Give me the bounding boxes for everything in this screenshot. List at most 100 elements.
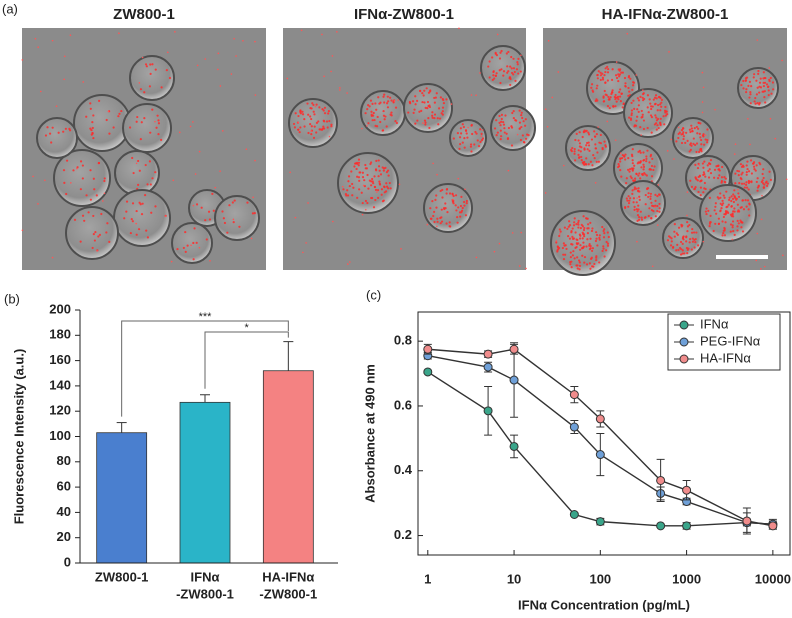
signal [627,75,631,78]
signal [606,120,609,123]
signal [599,78,602,81]
signal [722,194,725,197]
signal [762,182,765,185]
signal [743,182,746,185]
signal [607,67,610,71]
signal [698,132,701,136]
signal [697,127,700,130]
signal [144,163,147,167]
signal [647,192,650,195]
signal [432,214,435,218]
signal [387,100,390,103]
signal [745,91,748,94]
signal [431,114,434,117]
signal [748,202,751,205]
signal [294,112,297,115]
signal [440,220,444,223]
signal [79,188,82,191]
signal [65,192,68,196]
signal [656,204,659,208]
signal [307,113,310,116]
signal [702,240,705,243]
signal [418,110,421,113]
signal [433,116,436,120]
signal [578,248,582,251]
signal [445,98,448,101]
signal [642,89,644,92]
signal [371,119,374,122]
signal [758,91,761,94]
signal [659,123,662,127]
signal [744,79,748,82]
signal [135,233,138,236]
signal [747,170,751,173]
signal [254,40,256,43]
signal [452,198,454,201]
signal [621,153,624,157]
signal [596,244,599,247]
signal [656,124,659,127]
signal [630,101,633,105]
signal [139,88,143,91]
signal [624,158,627,161]
signal [141,56,144,59]
signal [734,143,737,145]
signal [46,126,49,129]
signal [192,258,195,261]
signal [39,90,42,93]
y-tick-label: 160 [49,352,71,367]
signal [602,247,605,250]
signal [572,250,575,253]
signal [635,201,638,204]
signal [692,142,695,145]
signal [441,110,444,113]
signal [307,202,309,204]
signal [131,220,134,223]
signal [639,151,642,154]
signal [376,115,379,119]
signal [411,100,415,103]
signal [379,101,382,104]
signal [358,171,361,174]
signal [200,206,203,209]
signal [518,127,521,130]
signal [582,241,585,244]
signal [729,223,733,226]
signal [310,107,313,110]
signal [108,132,111,135]
signal [708,222,712,225]
signal [591,265,594,268]
signal [431,116,434,119]
signal [487,65,490,68]
signal [479,140,482,143]
signal [397,99,399,101]
signal [481,137,485,140]
signal [446,211,449,214]
signal [732,193,735,196]
signal [440,112,443,115]
signal [366,173,369,177]
signal [695,125,698,129]
signal [140,121,143,124]
signal [659,117,662,120]
signal [429,207,432,210]
signal [599,74,603,77]
signal [603,228,606,231]
signal [680,248,683,251]
signal [562,253,565,256]
signal [646,106,649,109]
signal [590,249,594,253]
signal [230,73,233,75]
signal [723,227,726,230]
signal [377,159,380,162]
signal [436,173,438,176]
signal [194,173,197,175]
signal [650,175,654,178]
signal [604,93,607,96]
signal [589,237,592,240]
signal [733,153,736,155]
signal [414,103,417,106]
signal [208,218,212,221]
signal [521,134,524,137]
y-tick-label: 0.6 [394,397,412,412]
